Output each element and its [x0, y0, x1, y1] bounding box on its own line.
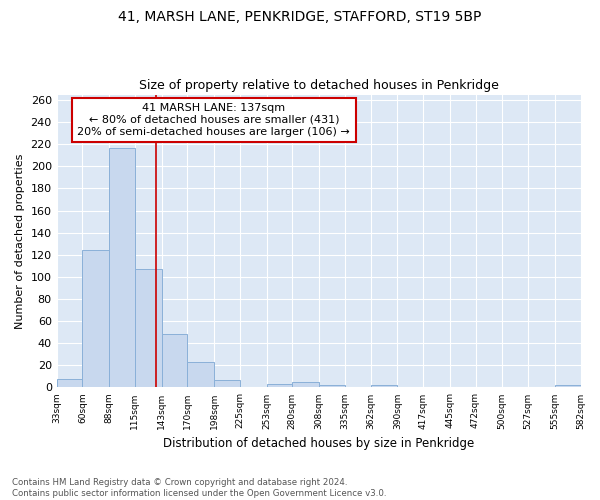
Bar — [109, 148, 135, 388]
Bar — [555, 385, 581, 388]
Bar — [319, 385, 345, 388]
Bar — [56, 378, 82, 388]
Text: Contains HM Land Registry data © Crown copyright and database right 2024.
Contai: Contains HM Land Registry data © Crown c… — [12, 478, 386, 498]
Title: Size of property relative to detached houses in Penkridge: Size of property relative to detached ho… — [139, 79, 499, 92]
Bar — [266, 384, 292, 388]
Bar — [82, 250, 109, 388]
Y-axis label: Number of detached properties: Number of detached properties — [15, 154, 25, 328]
X-axis label: Distribution of detached houses by size in Penkridge: Distribution of detached houses by size … — [163, 437, 474, 450]
Bar — [292, 382, 319, 388]
Bar — [161, 334, 187, 388]
Text: 41, MARSH LANE, PENKRIDGE, STAFFORD, ST19 5BP: 41, MARSH LANE, PENKRIDGE, STAFFORD, ST1… — [118, 10, 482, 24]
Bar — [371, 385, 397, 388]
Bar — [135, 269, 161, 388]
Bar — [187, 362, 214, 388]
Text: 41 MARSH LANE: 137sqm
← 80% of detached houses are smaller (431)
20% of semi-det: 41 MARSH LANE: 137sqm ← 80% of detached … — [77, 104, 350, 136]
Bar — [214, 380, 240, 388]
